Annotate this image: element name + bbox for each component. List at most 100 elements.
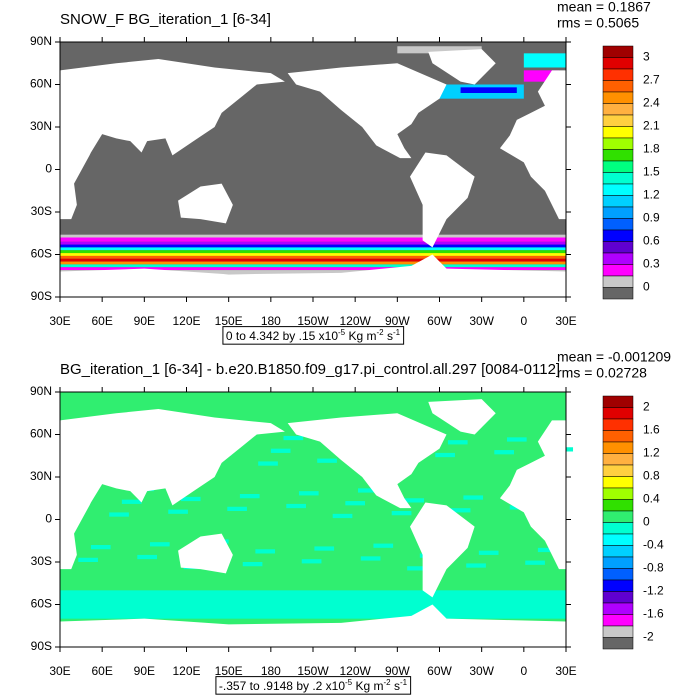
info-part: -5 — [345, 678, 353, 687]
colorbar-box — [602, 395, 634, 408]
patch — [447, 440, 468, 445]
colorbar-box — [602, 407, 634, 420]
colorbar-box — [602, 126, 634, 139]
y-tick-label: 0 — [45, 512, 52, 526]
patch — [168, 509, 188, 514]
colorbar-label: -2 — [643, 630, 654, 644]
colorbar-box — [602, 103, 634, 116]
patch — [227, 506, 247, 511]
rms-stat: rms = 0.02728 — [557, 365, 647, 381]
x-tick-label: 30E — [49, 664, 70, 678]
x-tick-label: 180 — [261, 314, 281, 328]
patch — [537, 547, 558, 553]
colorbar-box — [602, 499, 634, 512]
y-tick-label: 90N — [30, 384, 52, 398]
y-tick-label: 60N — [30, 427, 52, 441]
colorbar-box — [602, 241, 634, 254]
y-tick-label: 60N — [30, 77, 52, 91]
patch — [523, 70, 559, 82]
x-tick-label: 120W — [339, 314, 371, 328]
colorbar-box — [602, 252, 634, 265]
colorbar-box — [602, 614, 634, 627]
patch — [450, 508, 471, 513]
colorbar-box — [602, 545, 634, 558]
colorbar-box — [602, 206, 634, 219]
x-tick-label: 0 — [520, 664, 527, 678]
y-tick-label: 90S — [31, 639, 52, 653]
x-tick-label: 150E — [215, 314, 243, 328]
colorbar-box — [602, 637, 634, 650]
colorbar-box — [602, 430, 634, 443]
colorbar-box — [602, 418, 634, 431]
rms-stat: rms = 0.5065 — [557, 15, 639, 31]
colorbar-box — [602, 172, 634, 185]
colorbar-label: 0.6 — [643, 234, 660, 248]
colorbar-box — [602, 264, 634, 277]
patch — [478, 550, 499, 555]
patch — [121, 499, 142, 504]
x-tick-label: 60W — [427, 664, 452, 678]
colorbar-box — [602, 114, 634, 127]
band — [60, 267, 566, 271]
y-tick-label: 90N — [30, 34, 52, 48]
colorbar-box — [602, 476, 634, 489]
y-tick-label: 30N — [30, 469, 52, 483]
colorbar-label: 1.5 — [643, 165, 660, 179]
patch — [494, 450, 514, 455]
colorbar-label: 0.9 — [643, 211, 660, 225]
info-part: 0 to 4.342 by .15 x10 — [226, 329, 338, 343]
colorbar-box — [602, 625, 634, 638]
colorbar-label: 2.1 — [643, 119, 660, 133]
info-box — [215, 676, 412, 695]
x-tick-label: 180 — [261, 664, 281, 678]
y-tick-label: 0 — [45, 162, 52, 176]
patch — [255, 549, 276, 554]
colorbar-label: 3 — [643, 50, 650, 64]
colorbar-box — [602, 287, 634, 300]
colorbar-box — [602, 275, 634, 288]
band — [60, 264, 566, 268]
y-tick-label: 90S — [31, 289, 52, 303]
map-panel: SNOW_F BG_iteration_1 [6-34] mean = 0.186… — [30, 0, 660, 345]
patch — [435, 452, 455, 458]
band — [60, 237, 566, 242]
x-tick-label: 120E — [172, 314, 200, 328]
info-part: -2 — [383, 678, 391, 687]
info-part: -.357 to .9148 by .2 x10 — [219, 679, 345, 693]
info-part: -5 — [338, 328, 346, 337]
x-tick-label: 120E — [172, 664, 200, 678]
band — [60, 258, 566, 262]
colorbar-label: 1.8 — [643, 142, 660, 156]
colorbar-box — [602, 137, 634, 150]
map — [60, 42, 566, 298]
colorbar-box — [602, 441, 634, 454]
patch — [314, 546, 335, 551]
patch — [149, 542, 170, 547]
patch — [283, 435, 304, 441]
patch — [407, 566, 427, 571]
colorbar-box — [602, 45, 634, 58]
colorbar-box — [602, 80, 634, 93]
info-part: -1 — [393, 328, 401, 337]
info-text: 0 to 4.342 by .15 x10-5 Kg m-2 s-1 — [226, 328, 401, 344]
patch — [345, 501, 366, 506]
colorbar-label: 1.2 — [643, 446, 660, 460]
patch — [357, 488, 378, 493]
patch — [506, 437, 527, 442]
colorbar-label: 0 — [643, 280, 650, 294]
map — [60, 392, 574, 647]
colorbar-label: 0.3 — [643, 257, 660, 271]
colorbar-box — [602, 229, 634, 242]
colorbar-box — [602, 68, 634, 81]
x-tick-label: 90E — [134, 664, 155, 678]
colorbar-label: -1.6 — [643, 607, 664, 621]
colorbar-label: 2.4 — [643, 96, 660, 110]
colorbar-box — [602, 160, 634, 173]
patch — [258, 461, 278, 466]
colorbar-box — [602, 510, 634, 523]
colorbar-label: -0.4 — [643, 538, 664, 552]
patch — [90, 545, 111, 550]
band — [60, 590, 566, 619]
colorbar-label: -1.2 — [643, 584, 664, 598]
